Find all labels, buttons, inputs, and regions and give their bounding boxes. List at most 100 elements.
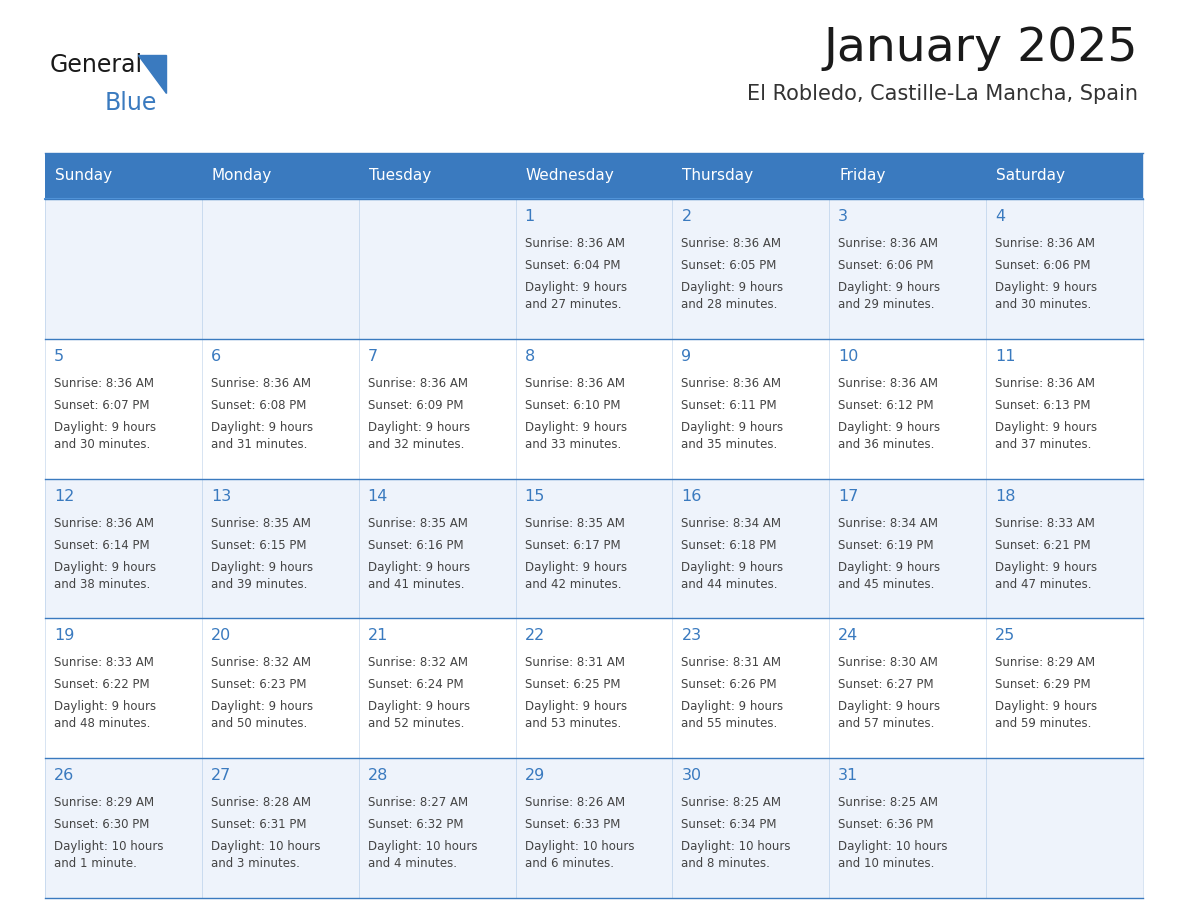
Text: Daylight: 9 hours
and 47 minutes.: Daylight: 9 hours and 47 minutes. bbox=[996, 561, 1098, 590]
Text: Sunrise: 8:36 AM: Sunrise: 8:36 AM bbox=[525, 376, 625, 390]
Bar bbox=[672, 758, 829, 898]
Text: Sunset: 6:27 PM: Sunset: 6:27 PM bbox=[839, 678, 934, 691]
Text: Sunrise: 8:36 AM: Sunrise: 8:36 AM bbox=[53, 517, 154, 530]
Text: January 2025: January 2025 bbox=[823, 26, 1138, 71]
Text: Sunrise: 8:36 AM: Sunrise: 8:36 AM bbox=[368, 376, 468, 390]
Text: 14: 14 bbox=[368, 488, 388, 504]
Text: Monday: Monday bbox=[211, 169, 272, 184]
Bar bbox=[359, 478, 516, 619]
Bar bbox=[829, 339, 986, 478]
Text: Sunrise: 8:32 AM: Sunrise: 8:32 AM bbox=[368, 656, 468, 669]
Bar bbox=[516, 478, 672, 619]
Text: Sunset: 6:15 PM: Sunset: 6:15 PM bbox=[210, 539, 307, 552]
Text: Daylight: 9 hours
and 28 minutes.: Daylight: 9 hours and 28 minutes. bbox=[682, 281, 784, 311]
Bar bbox=[672, 478, 829, 619]
Text: 16: 16 bbox=[682, 488, 702, 504]
Text: Sunrise: 8:36 AM: Sunrise: 8:36 AM bbox=[996, 376, 1095, 390]
Text: 19: 19 bbox=[53, 629, 75, 644]
Text: Sunset: 6:18 PM: Sunset: 6:18 PM bbox=[682, 539, 777, 552]
Text: Sunset: 6:06 PM: Sunset: 6:06 PM bbox=[996, 259, 1091, 272]
Text: Sunrise: 8:27 AM: Sunrise: 8:27 AM bbox=[368, 796, 468, 809]
Text: 13: 13 bbox=[210, 488, 232, 504]
Text: Sunrise: 8:35 AM: Sunrise: 8:35 AM bbox=[525, 517, 625, 530]
Text: Daylight: 10 hours
and 3 minutes.: Daylight: 10 hours and 3 minutes. bbox=[210, 840, 321, 870]
Text: Sunrise: 8:29 AM: Sunrise: 8:29 AM bbox=[996, 656, 1095, 669]
Text: Daylight: 9 hours
and 31 minutes.: Daylight: 9 hours and 31 minutes. bbox=[210, 420, 312, 451]
Text: Sunrise: 8:32 AM: Sunrise: 8:32 AM bbox=[210, 656, 311, 669]
Text: 24: 24 bbox=[839, 629, 859, 644]
Text: Sunset: 6:34 PM: Sunset: 6:34 PM bbox=[682, 818, 777, 831]
Text: Blue: Blue bbox=[105, 91, 157, 115]
Text: General: General bbox=[50, 53, 143, 77]
Bar bbox=[202, 758, 359, 898]
Bar bbox=[202, 199, 359, 339]
Text: Sunset: 6:09 PM: Sunset: 6:09 PM bbox=[368, 398, 463, 412]
Bar bbox=[672, 199, 829, 339]
Bar bbox=[986, 153, 1143, 199]
Bar bbox=[672, 339, 829, 478]
Text: 27: 27 bbox=[210, 768, 232, 783]
Text: Daylight: 9 hours
and 50 minutes.: Daylight: 9 hours and 50 minutes. bbox=[210, 700, 312, 731]
Text: Sunrise: 8:29 AM: Sunrise: 8:29 AM bbox=[53, 796, 154, 809]
Text: Daylight: 9 hours
and 55 minutes.: Daylight: 9 hours and 55 minutes. bbox=[682, 700, 784, 731]
Text: Sunset: 6:25 PM: Sunset: 6:25 PM bbox=[525, 678, 620, 691]
Text: 4: 4 bbox=[996, 209, 1005, 224]
Text: Daylight: 9 hours
and 45 minutes.: Daylight: 9 hours and 45 minutes. bbox=[839, 561, 941, 590]
Text: Daylight: 9 hours
and 38 minutes.: Daylight: 9 hours and 38 minutes. bbox=[53, 561, 156, 590]
Bar bbox=[829, 478, 986, 619]
Bar bbox=[672, 153, 829, 199]
Text: Sunset: 6:16 PM: Sunset: 6:16 PM bbox=[368, 539, 463, 552]
Text: Wednesday: Wednesday bbox=[525, 169, 614, 184]
Text: 2: 2 bbox=[682, 209, 691, 224]
Bar bbox=[986, 619, 1143, 758]
Text: Daylight: 9 hours
and 48 minutes.: Daylight: 9 hours and 48 minutes. bbox=[53, 700, 156, 731]
Text: Daylight: 9 hours
and 53 minutes.: Daylight: 9 hours and 53 minutes. bbox=[525, 700, 627, 731]
Text: Sunrise: 8:36 AM: Sunrise: 8:36 AM bbox=[839, 237, 939, 250]
Text: Sunday: Sunday bbox=[55, 169, 112, 184]
Text: Daylight: 10 hours
and 10 minutes.: Daylight: 10 hours and 10 minutes. bbox=[839, 840, 948, 870]
Text: 25: 25 bbox=[996, 629, 1016, 644]
Text: Daylight: 9 hours
and 29 minutes.: Daylight: 9 hours and 29 minutes. bbox=[839, 281, 941, 311]
Bar bbox=[986, 199, 1143, 339]
Text: Sunset: 6:21 PM: Sunset: 6:21 PM bbox=[996, 539, 1091, 552]
Text: 6: 6 bbox=[210, 349, 221, 364]
Text: Sunrise: 8:35 AM: Sunrise: 8:35 AM bbox=[368, 517, 468, 530]
Text: 3: 3 bbox=[839, 209, 848, 224]
Text: Thursday: Thursday bbox=[682, 169, 753, 184]
Text: 11: 11 bbox=[996, 349, 1016, 364]
Text: Daylight: 9 hours
and 44 minutes.: Daylight: 9 hours and 44 minutes. bbox=[682, 561, 784, 590]
Text: Daylight: 9 hours
and 33 minutes.: Daylight: 9 hours and 33 minutes. bbox=[525, 420, 627, 451]
Text: Sunset: 6:17 PM: Sunset: 6:17 PM bbox=[525, 539, 620, 552]
Text: Sunrise: 8:30 AM: Sunrise: 8:30 AM bbox=[839, 656, 939, 669]
Text: Sunset: 6:24 PM: Sunset: 6:24 PM bbox=[368, 678, 463, 691]
Bar bbox=[202, 153, 359, 199]
Text: Sunrise: 8:28 AM: Sunrise: 8:28 AM bbox=[210, 796, 311, 809]
Text: 5: 5 bbox=[53, 349, 64, 364]
Text: Daylight: 9 hours
and 32 minutes.: Daylight: 9 hours and 32 minutes. bbox=[368, 420, 469, 451]
Bar bbox=[359, 339, 516, 478]
Text: 30: 30 bbox=[682, 768, 702, 783]
Text: Daylight: 9 hours
and 52 minutes.: Daylight: 9 hours and 52 minutes. bbox=[368, 700, 469, 731]
Text: 1: 1 bbox=[525, 209, 535, 224]
Bar bbox=[359, 619, 516, 758]
Text: Sunrise: 8:31 AM: Sunrise: 8:31 AM bbox=[525, 656, 625, 669]
Text: Sunset: 6:14 PM: Sunset: 6:14 PM bbox=[53, 539, 150, 552]
Text: 20: 20 bbox=[210, 629, 232, 644]
Text: Sunrise: 8:36 AM: Sunrise: 8:36 AM bbox=[839, 376, 939, 390]
Text: Sunset: 6:11 PM: Sunset: 6:11 PM bbox=[682, 398, 777, 412]
Text: 12: 12 bbox=[53, 488, 75, 504]
Bar bbox=[45, 339, 202, 478]
Text: Sunset: 6:31 PM: Sunset: 6:31 PM bbox=[210, 818, 307, 831]
Text: Sunset: 6:13 PM: Sunset: 6:13 PM bbox=[996, 398, 1091, 412]
Bar bbox=[516, 199, 672, 339]
Text: Sunset: 6:29 PM: Sunset: 6:29 PM bbox=[996, 678, 1091, 691]
Text: Sunset: 6:22 PM: Sunset: 6:22 PM bbox=[53, 678, 150, 691]
Text: Daylight: 9 hours
and 41 minutes.: Daylight: 9 hours and 41 minutes. bbox=[368, 561, 469, 590]
Text: Sunrise: 8:35 AM: Sunrise: 8:35 AM bbox=[210, 517, 311, 530]
Text: Sunset: 6:19 PM: Sunset: 6:19 PM bbox=[839, 539, 934, 552]
Text: 28: 28 bbox=[368, 768, 388, 783]
Bar bbox=[672, 619, 829, 758]
Text: 9: 9 bbox=[682, 349, 691, 364]
Bar bbox=[829, 758, 986, 898]
Text: 29: 29 bbox=[525, 768, 545, 783]
